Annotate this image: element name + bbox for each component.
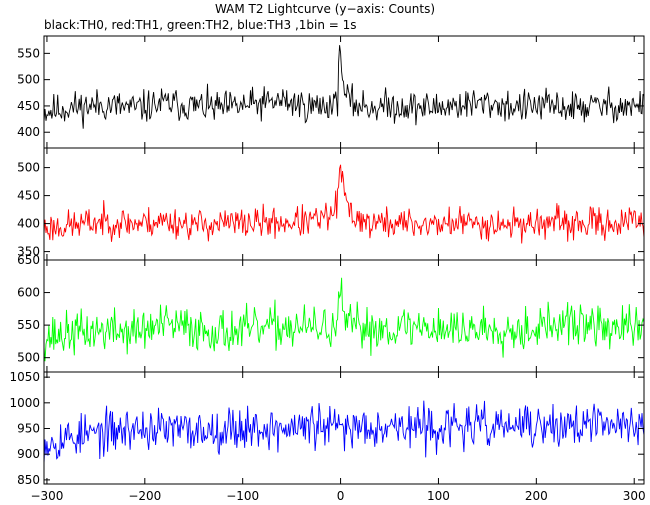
x-tick-label: 300 <box>623 489 646 503</box>
y-tick-label: 500 <box>17 161 40 175</box>
series-line-th2 <box>44 277 644 362</box>
y-tick-label: 350 <box>17 245 40 259</box>
y-tick-label: 450 <box>17 99 40 113</box>
panel-frame-th3 <box>43 371 645 485</box>
chart-subtitle: black:TH0, red:TH1, green:TH2, blue:TH3 … <box>44 18 357 32</box>
y-tick-label: 500 <box>17 351 40 365</box>
y-tick-label: 400 <box>17 125 40 139</box>
y-tick-label: 850 <box>17 473 40 487</box>
y-tick-label: 1000 <box>9 396 40 410</box>
y-tick-label: 950 <box>17 422 40 436</box>
chart-title: WAM T2 Lightcurve (y−axis: Counts) <box>214 2 436 16</box>
x-tick-label: −100 <box>226 489 259 503</box>
series-line-th1 <box>44 164 644 244</box>
y-tick-label: 500 <box>17 73 40 87</box>
y-tick-label: 550 <box>17 318 40 332</box>
y-tick-label: 450 <box>17 189 40 203</box>
y-tick-label: 650 <box>17 253 40 267</box>
panel-frame-th1 <box>43 147 645 261</box>
y-tick-label: 600 <box>17 286 40 300</box>
x-tick-label: −300 <box>30 489 63 503</box>
x-tick-label: −200 <box>128 489 161 503</box>
series-line-th0 <box>44 45 644 129</box>
series-line-th3 <box>44 400 644 464</box>
y-tick-label: 400 <box>17 217 40 231</box>
y-tick-label: 900 <box>17 447 40 461</box>
x-tick-label: 0 <box>337 489 345 503</box>
x-tick-label: 100 <box>427 489 450 503</box>
y-tick-label: 550 <box>17 46 40 60</box>
y-tick-label: 1050 <box>9 370 40 384</box>
x-tick-label: 200 <box>525 489 548 503</box>
